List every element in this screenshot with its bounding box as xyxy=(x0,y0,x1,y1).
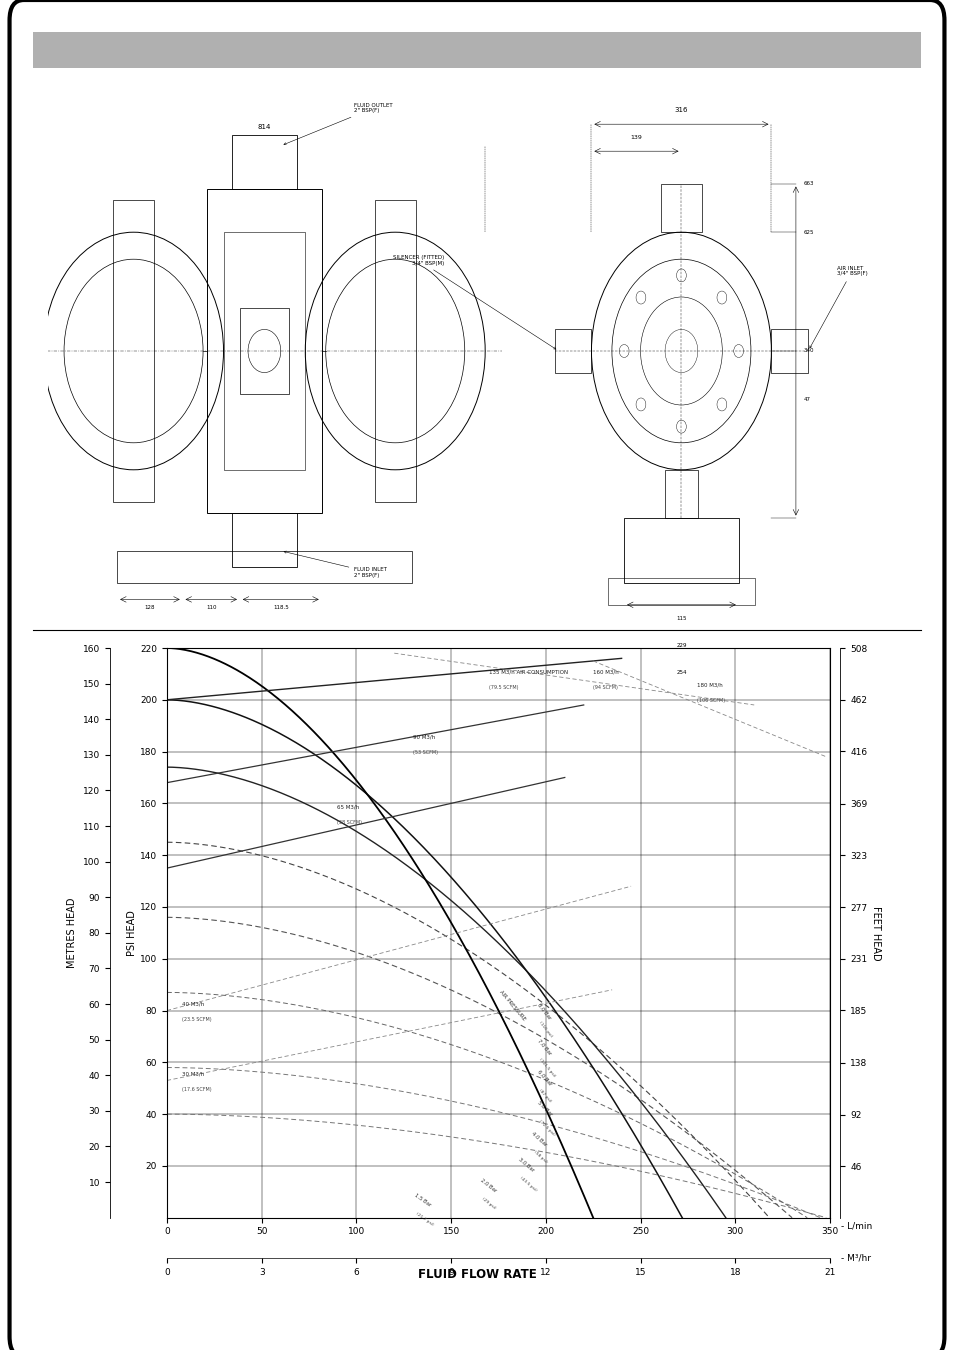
Text: 4.0 Bar: 4.0 Bar xyxy=(530,1131,548,1148)
Text: 316: 316 xyxy=(674,108,687,113)
Text: FLUID OUTLET
2" BSP(F): FLUID OUTLET 2" BSP(F) xyxy=(284,103,393,144)
Text: (58 psi): (58 psi) xyxy=(532,1150,547,1164)
Text: 160 M3/h: 160 M3/h xyxy=(593,670,618,675)
Text: 3.0 Bar: 3.0 Bar xyxy=(517,1157,535,1173)
Text: (53 SCFM): (53 SCFM) xyxy=(413,751,437,755)
Text: 135 M3/h AIR CONSUMPTION: 135 M3/h AIR CONSUMPTION xyxy=(489,670,568,675)
Text: SILENCER (FITTED)
3/4" BSP(M): SILENCER (FITTED) 3/4" BSP(M) xyxy=(393,255,556,350)
Text: (106 SCFM): (106 SCFM) xyxy=(697,698,724,703)
Text: 65 M3/h: 65 M3/h xyxy=(337,805,359,810)
Text: 1.5 Bar: 1.5 Bar xyxy=(413,1193,432,1208)
Bar xyxy=(664,470,697,518)
Bar xyxy=(554,329,591,373)
Text: 5.0 Bar: 5.0 Bar xyxy=(536,1100,553,1118)
Y-axis label: PSI HEAD: PSI HEAD xyxy=(127,910,137,956)
Text: AIR INLET
3/4" BSP(F): AIR INLET 3/4" BSP(F) xyxy=(809,266,866,348)
Text: - M³/hr: - M³/hr xyxy=(841,1254,870,1262)
Text: 40 M3/h: 40 M3/h xyxy=(182,1002,204,1006)
Bar xyxy=(232,513,296,567)
Text: (87 psi): (87 psi) xyxy=(537,1088,552,1103)
Text: FLUID FLOW RATE: FLUID FLOW RATE xyxy=(417,1268,536,1281)
Bar xyxy=(239,308,289,394)
Y-axis label: FEET HEAD: FEET HEAD xyxy=(870,906,881,960)
Text: - L/min: - L/min xyxy=(841,1222,872,1230)
Text: 7.0 Bar: 7.0 Bar xyxy=(536,1038,552,1056)
Text: (43.5 psi): (43.5 psi) xyxy=(518,1176,537,1192)
Y-axis label: METRES HEAD: METRES HEAD xyxy=(67,898,77,968)
Bar xyxy=(207,189,321,513)
Text: (23.5 SCFM): (23.5 SCFM) xyxy=(182,1017,212,1022)
Text: (17.6 SCFM): (17.6 SCFM) xyxy=(182,1087,212,1092)
Text: 47: 47 xyxy=(803,397,810,402)
Text: 139: 139 xyxy=(630,135,641,140)
Bar xyxy=(660,184,701,232)
Bar xyxy=(117,551,411,583)
Text: 180 M3/h: 180 M3/h xyxy=(697,683,722,688)
Bar xyxy=(623,518,738,583)
Text: 229: 229 xyxy=(676,643,686,648)
Text: 254: 254 xyxy=(676,670,686,675)
Text: 2.0 Bar: 2.0 Bar xyxy=(479,1177,497,1193)
Text: (94 SCFM): (94 SCFM) xyxy=(593,686,618,690)
Text: 814: 814 xyxy=(257,124,271,130)
Text: (72.5 psi): (72.5 psi) xyxy=(537,1119,556,1137)
Text: 340: 340 xyxy=(803,348,814,354)
Text: 625: 625 xyxy=(803,230,814,235)
Bar xyxy=(33,32,920,68)
Text: 128: 128 xyxy=(145,605,155,610)
Bar xyxy=(375,200,416,502)
Text: (38 SCFM): (38 SCFM) xyxy=(337,819,362,825)
Text: 115: 115 xyxy=(676,616,686,621)
Text: (101.5 psi): (101.5 psi) xyxy=(537,1057,556,1077)
Text: FLUID INLET
2" BSP(F): FLUID INLET 2" BSP(F) xyxy=(284,551,387,578)
Bar xyxy=(232,135,296,189)
Bar xyxy=(223,232,305,470)
Bar xyxy=(771,329,807,373)
FancyBboxPatch shape xyxy=(10,0,943,1350)
Text: 30 M3/h: 30 M3/h xyxy=(182,1072,204,1076)
Bar xyxy=(607,578,754,605)
Text: 110: 110 xyxy=(206,605,216,610)
Text: 90 M3/h: 90 M3/h xyxy=(413,734,435,740)
Text: AIR PRESSURE: AIR PRESSURE xyxy=(498,990,526,1022)
Text: (116 psi): (116 psi) xyxy=(537,1021,553,1038)
Text: (29 psi): (29 psi) xyxy=(481,1196,497,1210)
Text: 8.0 Bar: 8.0 Bar xyxy=(536,1002,552,1021)
Text: 118.5: 118.5 xyxy=(273,605,289,610)
Text: (21.7 psi): (21.7 psi) xyxy=(415,1212,434,1227)
Text: 6.0 Bar: 6.0 Bar xyxy=(536,1069,553,1087)
Bar xyxy=(113,200,153,502)
Text: (79.5 SCFM): (79.5 SCFM) xyxy=(489,686,517,690)
Text: 663: 663 xyxy=(803,181,814,186)
